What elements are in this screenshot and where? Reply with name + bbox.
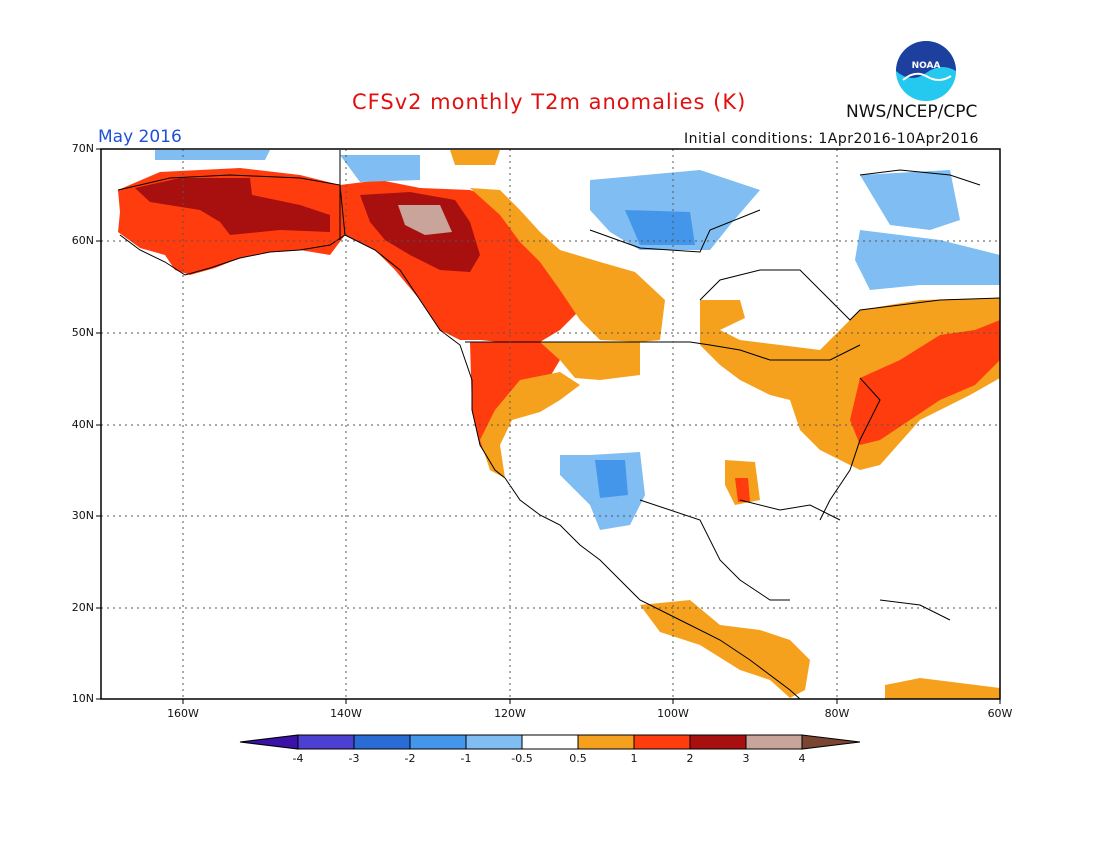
anomaly-shading [118,150,1000,699]
legend-label: 2 [686,752,694,765]
anomaly-area-west-coast [470,342,560,478]
forecast-month: May 2016 [98,127,182,147]
lat-label: 50N [71,326,94,339]
lon-label: 160W [167,707,199,720]
lon-label: 100W [657,707,689,720]
legend-label: 3 [742,752,750,765]
anomaly-area-southeast-core [735,478,750,502]
anomaly-area-arctic-cool [590,170,760,250]
anomaly-area-yukon-peak [398,205,452,235]
anomaly-area-prairies [540,342,640,380]
legend-label: 1 [630,752,638,765]
legend-label: -1 [460,752,472,765]
legend-label: -2 [404,752,416,765]
axis-ticks [96,148,1001,704]
legend-label: 0.5 [569,752,587,765]
lon-label: 140W [330,707,362,720]
lat-label: 20N [71,601,94,614]
anomaly-area-canada-orange [470,188,665,342]
anomaly-area-alaska-core [135,178,330,235]
anomaly-area-southwest-cool-core [595,460,628,498]
graticule [101,149,1000,699]
anomaly-area-arctic-cool-core [625,210,695,245]
lat-label: 60N [71,234,94,247]
lon-label: 80W [824,707,850,720]
coastlines [117,150,1000,699]
lat-label: 30N [71,509,94,522]
map-frame [100,148,1001,700]
anomaly-area-arctic-orange [450,150,500,165]
chart-title: CFSv2 monthly T2m anomalies (K) [352,90,747,114]
anomaly-area-caribbean [885,678,1000,699]
legend-label: -3 [348,752,360,765]
anomaly-area-great-lakes [700,298,1000,470]
anomaly-area-north-cool [340,155,420,182]
lat-label: 70N [71,142,94,155]
lon-label: 120W [494,707,526,720]
legend-label: -0.5 [511,752,533,765]
lat-label: 10N [71,692,94,705]
svg-text:NOAA: NOAA [912,61,941,71]
lon-label: 60W [987,707,1013,720]
anomaly-area-west-orange [480,372,580,478]
anomaly-area-labrador-cool [855,230,1000,290]
organization-label: NWS/NCEP/CPC [846,102,978,122]
noaa-logo: NOAA [896,41,956,101]
anomaly-area-greenland-cool [860,170,960,230]
anomaly-area-bering-cool [155,150,270,160]
lat-label: 40N [71,418,94,431]
legend-label: 4 [798,752,806,765]
anomaly-area-northeast-core [850,320,1000,445]
legend-label: -4 [292,752,304,765]
initial-conditions: Initial conditions: 1Apr2016-10Apr2016 [684,131,979,147]
